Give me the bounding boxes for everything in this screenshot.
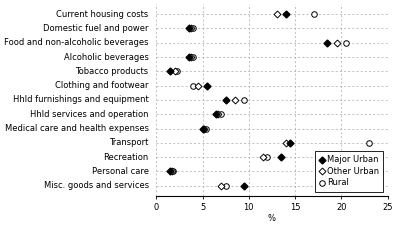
- X-axis label: %: %: [268, 214, 276, 223]
- Legend: Major Urban, Other Urban, Rural: Major Urban, Other Urban, Rural: [316, 151, 384, 192]
